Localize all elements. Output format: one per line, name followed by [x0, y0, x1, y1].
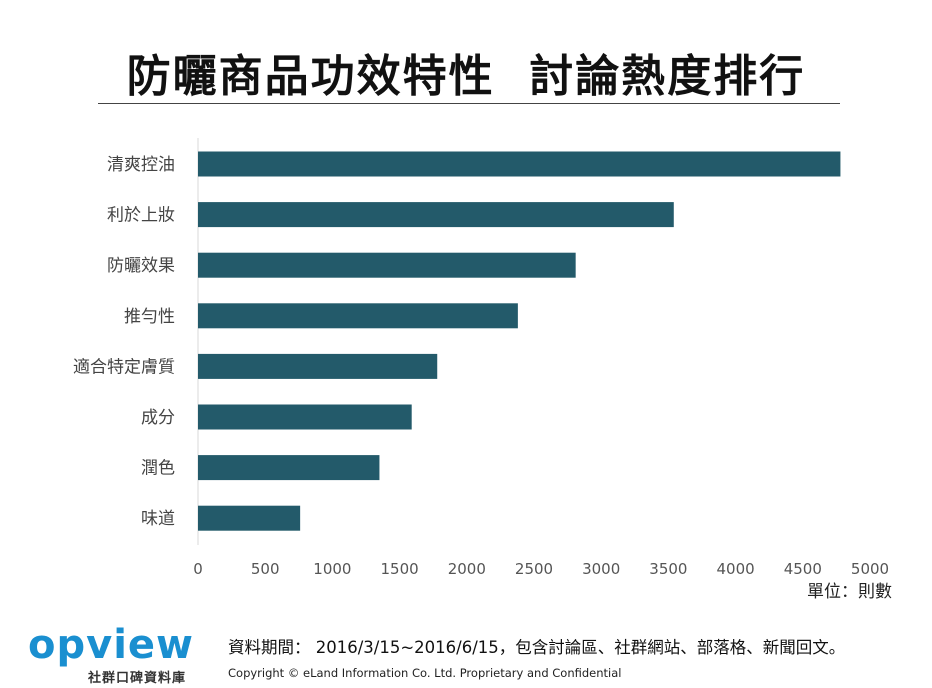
- category-label: 味道: [141, 509, 175, 529]
- x-tick-label: 2000: [448, 560, 486, 578]
- chart-title: 防曬商品功效特性 討論熱度排行: [126, 51, 806, 102]
- x-tick-label: 2500: [515, 560, 553, 578]
- x-tick-label: 4500: [784, 560, 822, 578]
- category-label: 清爽控油: [107, 155, 175, 175]
- logo-subtitle: 社群口碑資料庫: [88, 671, 187, 686]
- category-label: 潤色: [141, 459, 175, 479]
- opview-logo: opview 社群口碑資料庫: [28, 625, 203, 686]
- x-tick-label: 5000: [851, 560, 889, 578]
- category-label: 防曬效果: [107, 256, 175, 276]
- bar: [198, 505, 301, 531]
- bar: [198, 151, 841, 177]
- x-tick-label: 1000: [313, 560, 351, 578]
- x-tick-label: 3000: [582, 560, 620, 578]
- x-tick-label: 3500: [649, 560, 687, 578]
- unit-label: 單位：則數: [807, 582, 892, 602]
- bar: [198, 303, 518, 329]
- bar: [198, 455, 380, 481]
- x-tick-label: 4000: [717, 560, 755, 578]
- bar: [198, 252, 576, 278]
- title-divider: [98, 103, 840, 104]
- category-label: 適合特定膚質: [73, 357, 175, 377]
- data-period-note: 資料期間： 2016/3/15~2016/6/15，包含討論區、社群網站、部落格…: [228, 638, 846, 657]
- bar: [198, 202, 674, 228]
- copyright-notice: Copyright © eLand Information Co. Ltd. P…: [228, 666, 622, 680]
- logo-wordmark: opview: [28, 622, 194, 668]
- x-tick-label: 0: [193, 560, 203, 578]
- category-label: 推勻性: [124, 307, 175, 327]
- bar: [198, 353, 438, 379]
- x-tick-label: 500: [251, 560, 280, 578]
- bar: [198, 404, 412, 430]
- category-label: 成分: [141, 408, 175, 428]
- x-tick-label: 1500: [381, 560, 419, 578]
- category-label: 利於上妝: [107, 206, 175, 226]
